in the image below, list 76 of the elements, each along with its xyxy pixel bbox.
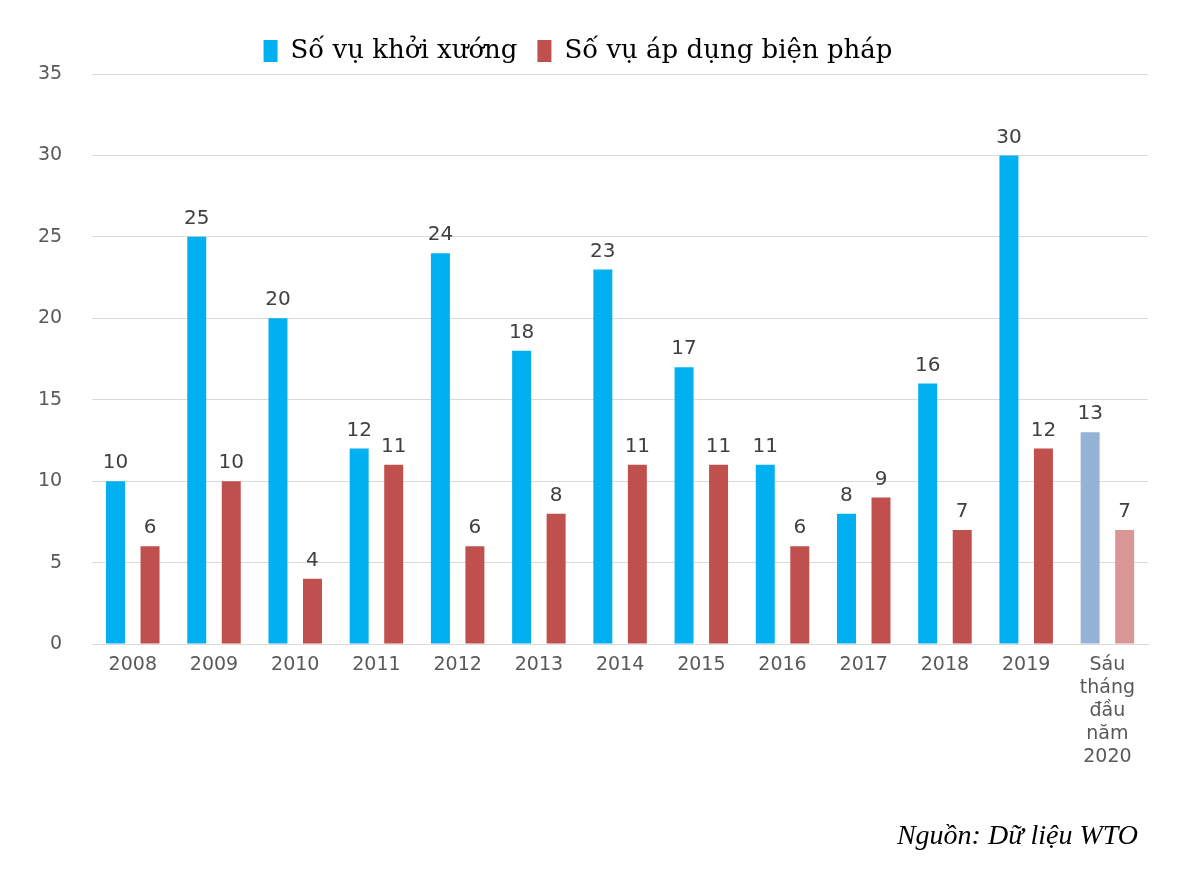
data-label: 11 [752, 433, 778, 458]
x-tick-label: 2008 [108, 652, 157, 675]
bar [349, 448, 369, 644]
bar [593, 269, 613, 644]
bar [512, 350, 532, 644]
bar [268, 318, 288, 644]
data-label: 17 [671, 335, 697, 360]
x-tick-label: 2016 [758, 652, 807, 675]
bar [384, 464, 404, 644]
data-label: 11 [624, 433, 651, 458]
data-label: 25 [184, 205, 210, 230]
x-tick-label: 2019 [1001, 652, 1051, 675]
x-tick-label: 2017 [839, 652, 888, 675]
x-tick-label: 2013 [514, 652, 564, 675]
y-tick-label: 15 [37, 386, 63, 409]
data-label: 9 [874, 465, 888, 490]
data-label: 23 [590, 237, 616, 262]
y-tick-label: 35 [37, 60, 63, 83]
bar [918, 383, 938, 644]
bar [546, 513, 566, 644]
bar [952, 530, 972, 644]
bar [1115, 530, 1135, 644]
y-tick-label: 0 [50, 630, 63, 653]
data-label: 7 [1118, 498, 1132, 523]
bar [430, 253, 450, 644]
y-tick-label: 25 [37, 223, 63, 246]
data-label: 8 [549, 481, 563, 506]
data-label: 20 [265, 286, 291, 311]
bar [106, 481, 126, 644]
y-tick-label: 10 [37, 468, 63, 491]
bar [836, 513, 856, 644]
data-label: 16 [914, 351, 941, 376]
data-label: 6 [468, 514, 482, 539]
bar [302, 578, 322, 644]
data-label: 6 [793, 514, 807, 539]
data-label: 7 [955, 498, 969, 523]
bar [627, 464, 647, 644]
data-label: 8 [840, 481, 853, 506]
bar [221, 481, 241, 644]
y-tick-label: 20 [37, 305, 63, 328]
data-label: 4 [306, 547, 319, 572]
data-label: 12 [346, 416, 372, 441]
x-tick-label: 2015 [677, 652, 726, 675]
bar [790, 546, 810, 644]
bar [709, 464, 729, 644]
bar [999, 155, 1019, 644]
data-label: 18 [508, 319, 535, 344]
data-label: 10 [218, 449, 244, 474]
bar [1033, 448, 1053, 644]
data-label: 24 [427, 221, 454, 246]
bar [871, 497, 891, 644]
data-label: 10 [102, 449, 129, 474]
data-label: 12 [1030, 416, 1057, 441]
x-tick-label: Sáu tháng đầu năm 2020 [1079, 652, 1136, 766]
x-tick-label: 2012 [433, 652, 482, 675]
bar [187, 236, 207, 644]
y-tick-label: 5 [50, 549, 63, 572]
x-tick-label: 2010 [271, 652, 320, 675]
bar [140, 546, 160, 644]
data-label: 11 [380, 433, 407, 458]
data-label: 30 [996, 123, 1022, 148]
bar [674, 367, 694, 644]
data-label: 13 [1077, 400, 1103, 425]
x-tick-label: 2018 [920, 652, 970, 675]
bar [465, 546, 485, 644]
x-tick-label: 2011 [352, 652, 401, 675]
legend-label: Số vụ áp dụng biện pháp [564, 33, 893, 64]
bar [755, 464, 775, 644]
y-tick-label: 30 [37, 142, 63, 165]
x-tick-label: 2009 [189, 652, 239, 675]
bar [1080, 432, 1100, 644]
data-label: 11 [705, 433, 732, 458]
x-tick-label: 2014 [595, 652, 645, 675]
text: Nguồn: Dữ liệu WTO [896, 819, 1138, 851]
legend-label: Số vụ khởi xướng [290, 33, 518, 64]
data-label: 6 [143, 514, 157, 539]
